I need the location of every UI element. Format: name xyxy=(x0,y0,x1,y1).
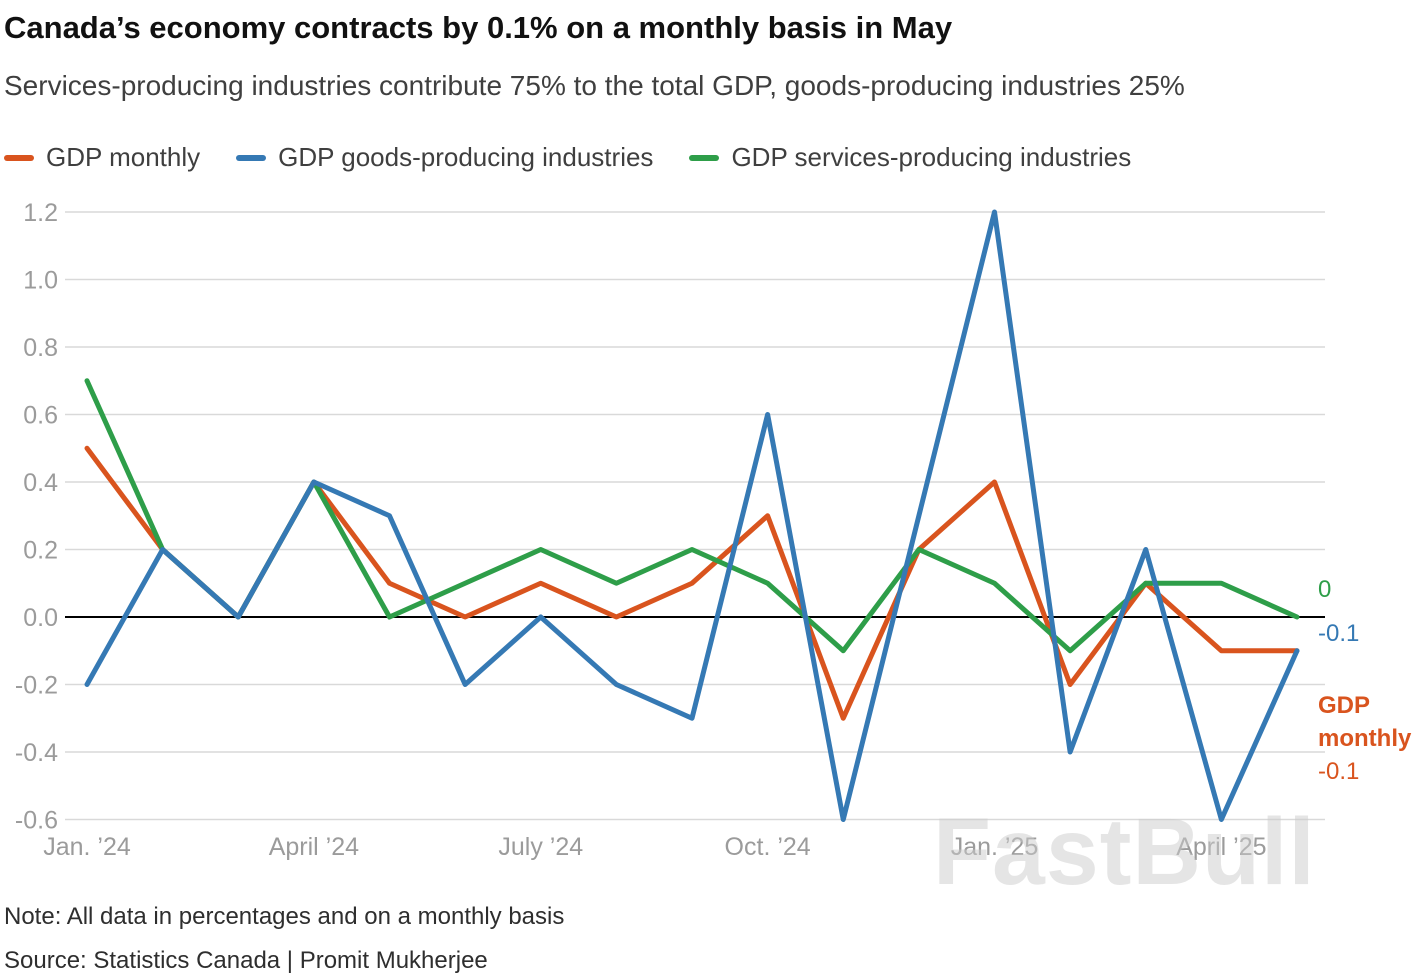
y-tick-label: 0.0 xyxy=(23,604,58,632)
legend-label-gdp-services: GDP services-producing industries xyxy=(731,142,1132,172)
legend: GDP monthly GDP goods-producing industri… xyxy=(4,142,1131,173)
legend-item-gdp-services: GDP services-producing industries xyxy=(689,142,1131,173)
footnote: Note: All data in percentages and on a m… xyxy=(4,903,565,930)
end-label: 0 xyxy=(1318,576,1331,603)
chart-subtitle: Services-producing industries contribute… xyxy=(4,70,1185,101)
series-line-gdp-monthly xyxy=(84,445,1300,721)
end-label: monthly xyxy=(1318,725,1412,752)
y-tick-label: 0.2 xyxy=(23,537,58,565)
x-tick-label: April ’25 xyxy=(1176,833,1266,861)
series-line-gdp-services xyxy=(84,378,1300,654)
end-label: -0.1 xyxy=(1318,758,1359,785)
x-tick-label: Jan. ’25 xyxy=(951,833,1039,861)
x-tick-label: Jan. ’24 xyxy=(43,833,131,861)
y-tick-label: -0.4 xyxy=(15,739,58,767)
legend-label-gdp-monthly: GDP monthly xyxy=(46,142,201,172)
x-tick-label: April ’24 xyxy=(269,833,359,861)
y-tick-label: 0.6 xyxy=(23,402,58,430)
series-line-gdp-goods xyxy=(84,209,1300,822)
legend-swatch-gdp-monthly-icon xyxy=(4,154,34,161)
x-tick-label: July ’24 xyxy=(498,833,583,861)
end-label: -0.1 xyxy=(1318,620,1359,647)
y-tick-label: 1.0 xyxy=(23,267,58,295)
legend-swatch-gdp-goods-icon xyxy=(236,154,267,161)
chart-title: Canada’s economy contracts by 0.1% on a … xyxy=(4,10,953,45)
y-tick-label: -0.6 xyxy=(15,807,58,835)
end-label: GDP xyxy=(1318,692,1370,719)
x-tick-label: Oct. ’24 xyxy=(725,833,811,861)
y-tick-label: 0.8 xyxy=(23,334,58,362)
legend-item-gdp-goods: GDP goods-producing industries xyxy=(236,142,653,173)
legend-label-gdp-goods: GDP goods-producing industries xyxy=(278,142,654,172)
y-tick-label: -0.2 xyxy=(15,672,58,700)
y-tick-label: 1.2 xyxy=(23,199,58,227)
legend-swatch-gdp-services-icon xyxy=(689,154,720,161)
y-tick-label: 0.4 xyxy=(23,469,58,497)
source-line: Source: Statistics Canada | Promit Mukhe… xyxy=(4,947,488,974)
legend-item-gdp-monthly: GDP monthly xyxy=(4,142,200,173)
